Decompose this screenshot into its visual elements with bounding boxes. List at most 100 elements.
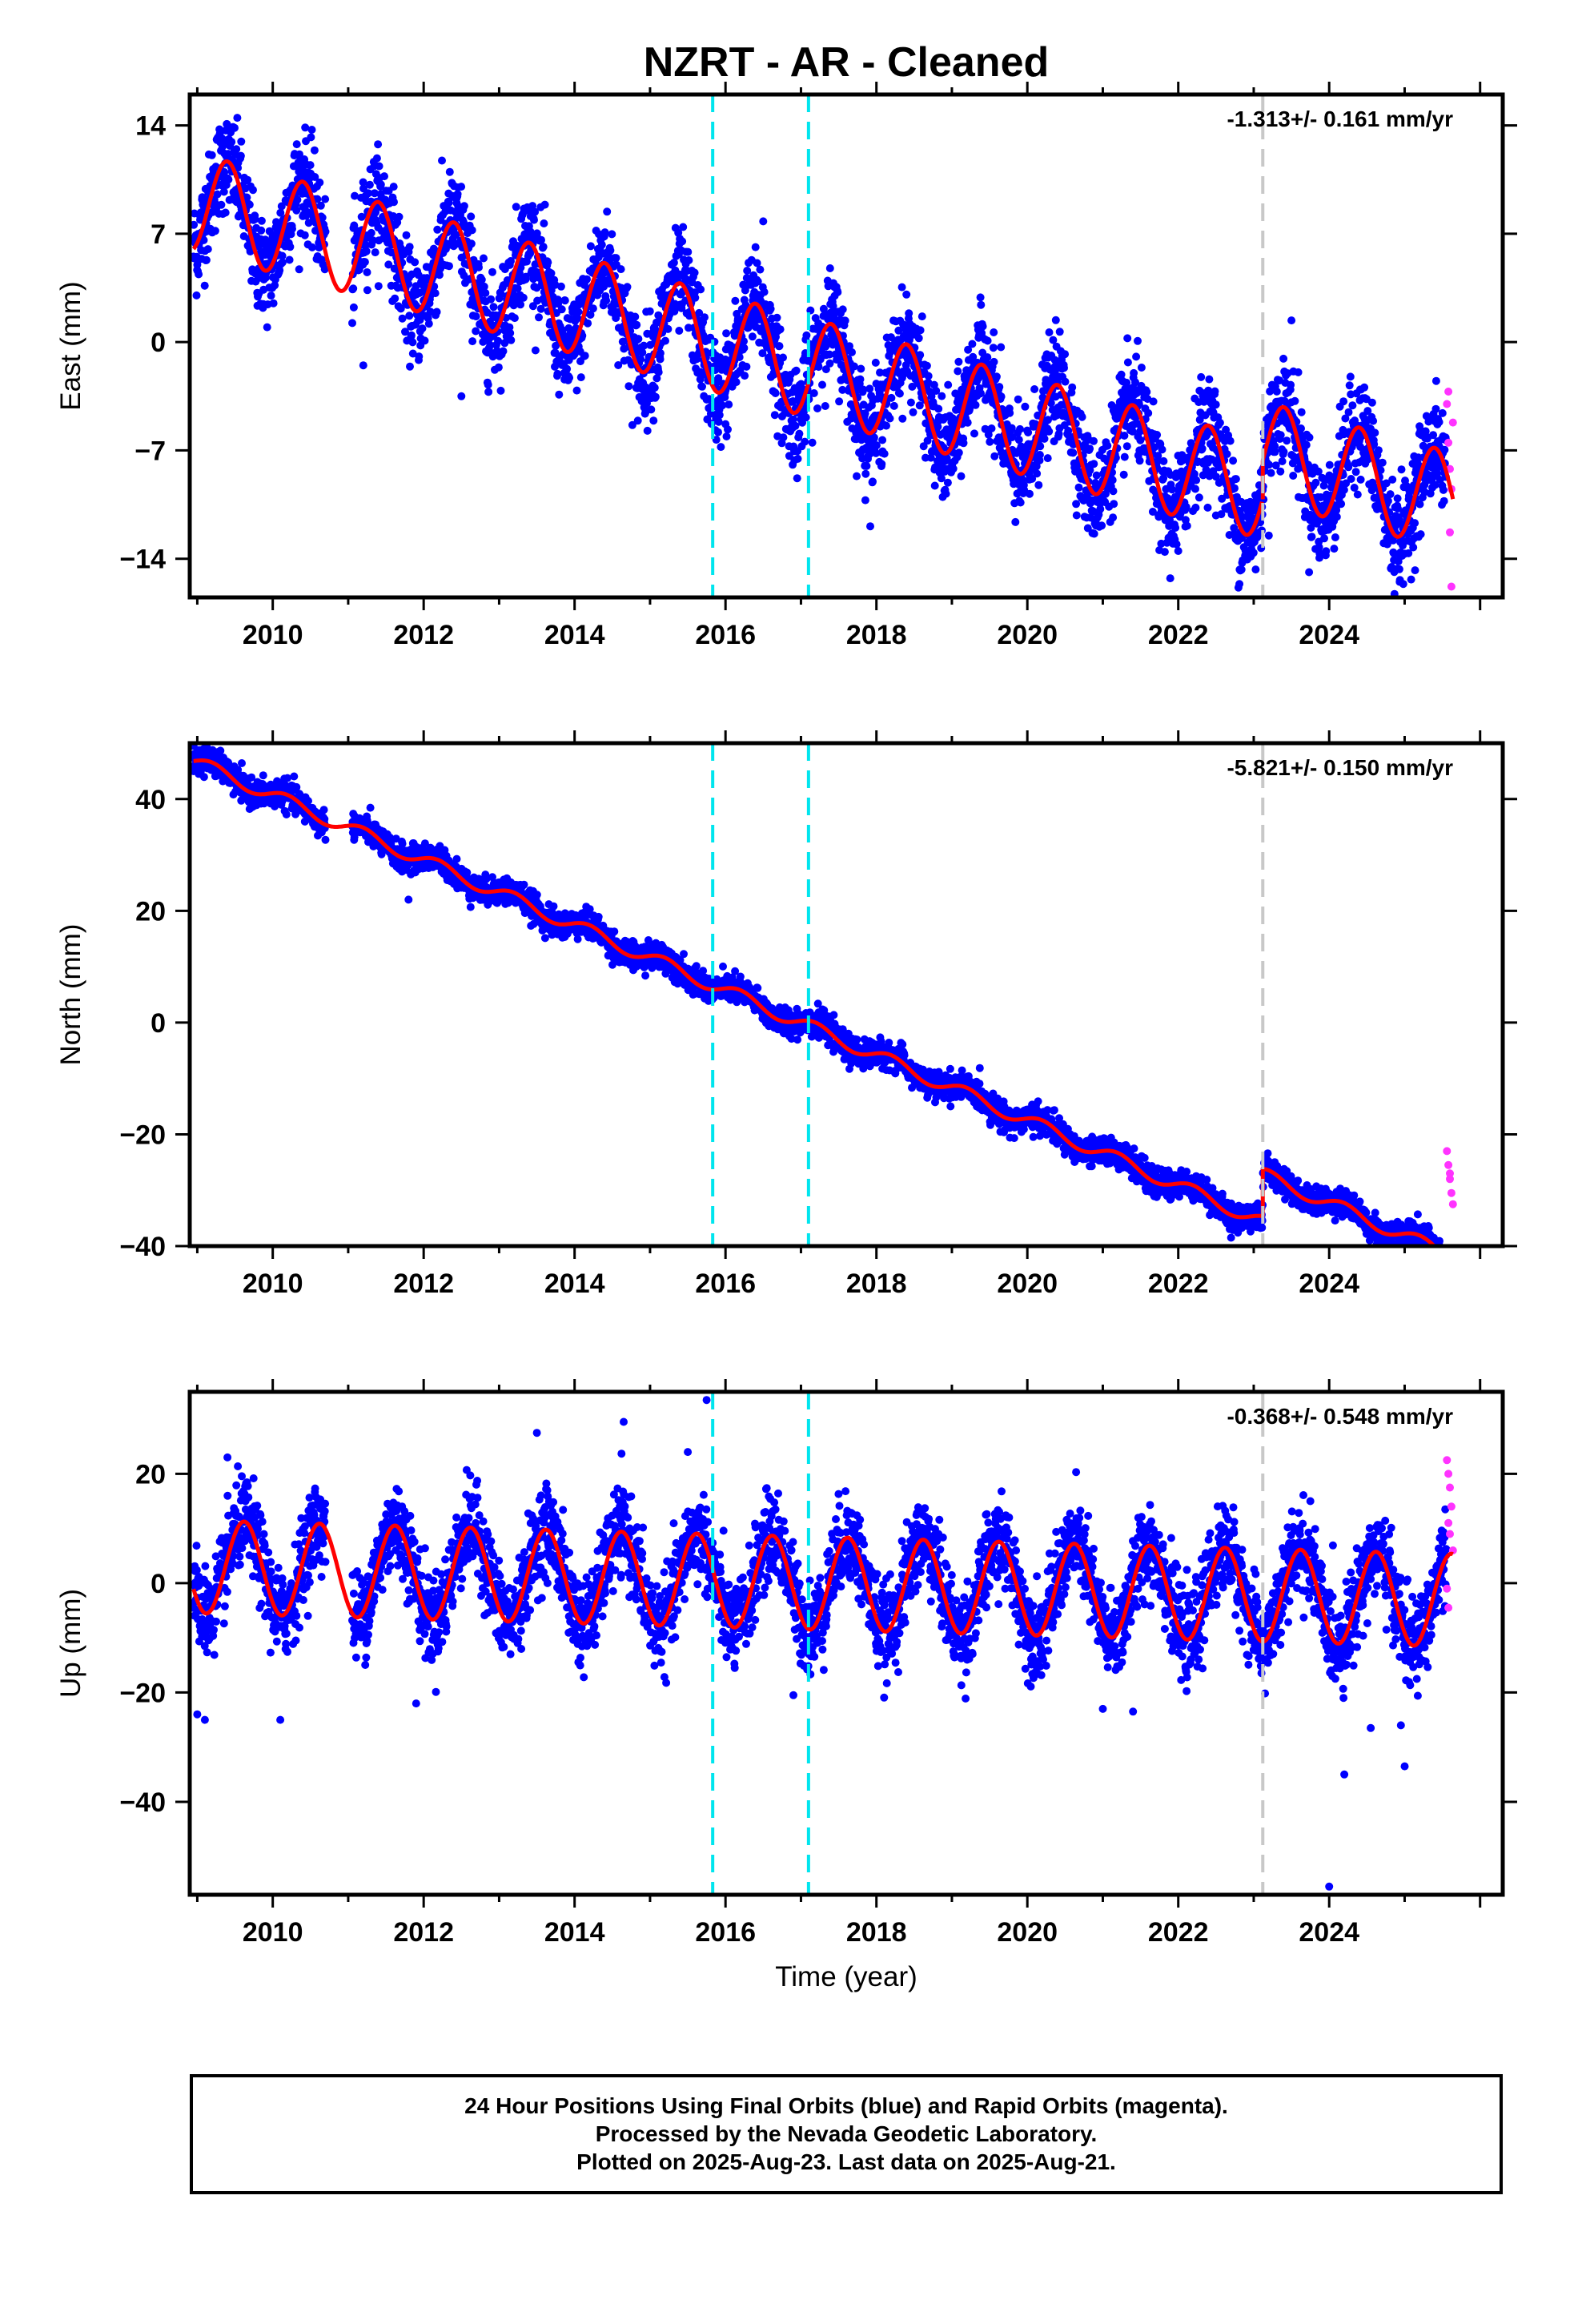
y-tick-label: 14 (135, 111, 166, 142)
final-orbit-point (1438, 408, 1447, 417)
final-orbit-point (901, 360, 910, 369)
final-orbit-point (656, 349, 665, 357)
final-orbit-point (224, 175, 233, 184)
final-orbit-point (1090, 436, 1098, 445)
final-orbit-point (321, 195, 330, 203)
final-orbit-point (770, 411, 779, 420)
final-orbit-point (1046, 399, 1055, 408)
final-orbit-point (1103, 441, 1112, 450)
final-orbit-point (1024, 428, 1033, 436)
final-orbit-point (1308, 469, 1317, 478)
final-orbit-point (1051, 316, 1060, 324)
final-orbit-point (467, 239, 476, 248)
final-orbit-point (1072, 511, 1081, 520)
final-orbit-point (231, 123, 239, 132)
final-orbit-point (1168, 485, 1176, 494)
final-orbit-point (938, 392, 946, 400)
final-orbit-point (432, 308, 441, 316)
final-orbit-point (802, 331, 811, 340)
final-orbit-point (362, 247, 371, 255)
final-orbit-point (496, 290, 505, 299)
final-orbit-point (1122, 442, 1131, 451)
final-orbit-point (869, 477, 877, 486)
final-orbit-point (771, 389, 780, 397)
final-orbit-point (220, 167, 229, 176)
final-orbit-point (1265, 460, 1273, 469)
final-orbit-point (457, 183, 466, 191)
final-orbit-point (753, 259, 761, 267)
final-orbit-point (401, 328, 409, 336)
final-orbit-point (1021, 402, 1030, 411)
final-orbit-point (351, 191, 359, 200)
final-orbit-point (1415, 500, 1424, 509)
model-fit-line (1260, 404, 1456, 539)
final-orbit-point (1026, 489, 1034, 498)
final-orbit-point (923, 436, 932, 445)
final-orbit-point (374, 282, 383, 291)
final-orbit-point (983, 353, 992, 362)
final-orbit-point (701, 313, 709, 322)
final-orbit-point (1229, 456, 1238, 465)
final-orbit-point (857, 364, 865, 373)
final-orbit-point (756, 265, 765, 274)
final-orbit-point (885, 414, 894, 423)
final-orbit-point (245, 200, 254, 209)
final-orbit-point (480, 254, 488, 263)
final-orbit-point (791, 421, 800, 430)
final-orbit-point (789, 415, 797, 424)
final-orbit-point (740, 344, 749, 352)
final-orbit-point (1153, 431, 1162, 439)
final-orbit-point (510, 314, 519, 323)
final-orbit-point (436, 271, 444, 279)
final-orbit-point (420, 336, 429, 345)
final-orbit-point (396, 304, 405, 313)
final-orbit-point (814, 363, 823, 372)
final-orbit-point (1279, 448, 1288, 456)
final-orbit-point (1172, 540, 1181, 549)
final-orbit-point (1331, 533, 1339, 541)
final-orbit-point (1159, 456, 1168, 465)
final-orbit-point (949, 464, 958, 473)
x-tick-label: 2014 (544, 620, 605, 650)
final-orbit-point (537, 235, 545, 244)
final-orbit-point (398, 314, 407, 323)
final-orbit-point (821, 402, 829, 410)
final-orbit-point (880, 449, 889, 458)
final-orbit-point (1033, 469, 1042, 478)
final-orbit-point (722, 329, 731, 338)
final-orbit-point (1123, 334, 1132, 343)
final-orbit-point (321, 835, 330, 844)
final-orbit-point (1182, 503, 1191, 511)
final-orbit-point (1325, 460, 1334, 469)
final-orbit-point (1267, 468, 1275, 477)
final-orbit-point (649, 416, 658, 425)
final-orbit-point (556, 282, 565, 291)
final-orbit-point (1215, 418, 1224, 427)
final-orbit-point (395, 212, 404, 221)
final-orbit-point (408, 349, 417, 358)
final-orbit-point (1439, 485, 1447, 494)
final-orbit-point (269, 299, 278, 308)
final-orbit-point (819, 304, 828, 313)
final-orbit-point (1064, 426, 1073, 435)
final-orbit-point (977, 300, 986, 309)
final-orbit-point (758, 349, 767, 358)
final-orbit-point (906, 398, 915, 407)
final-orbit-point (365, 180, 374, 189)
final-orbit-point (445, 167, 454, 176)
final-orbit-point (519, 293, 528, 302)
final-orbit-point (1045, 427, 1054, 436)
final-orbit-point (257, 226, 266, 235)
final-orbit-point (1294, 368, 1303, 376)
final-orbit-point (1383, 497, 1392, 505)
final-orbit-point (1237, 565, 1246, 574)
final-orbit-point (725, 400, 733, 409)
final-orbit-point (643, 426, 652, 435)
final-orbit-point (468, 226, 476, 235)
final-orbit-point (1345, 381, 1354, 390)
final-orbit-point (1186, 439, 1195, 448)
final-orbit-point (1008, 433, 1017, 441)
final-orbit-point (930, 481, 939, 490)
final-orbit-point (685, 256, 693, 264)
final-orbit-point (259, 771, 267, 780)
